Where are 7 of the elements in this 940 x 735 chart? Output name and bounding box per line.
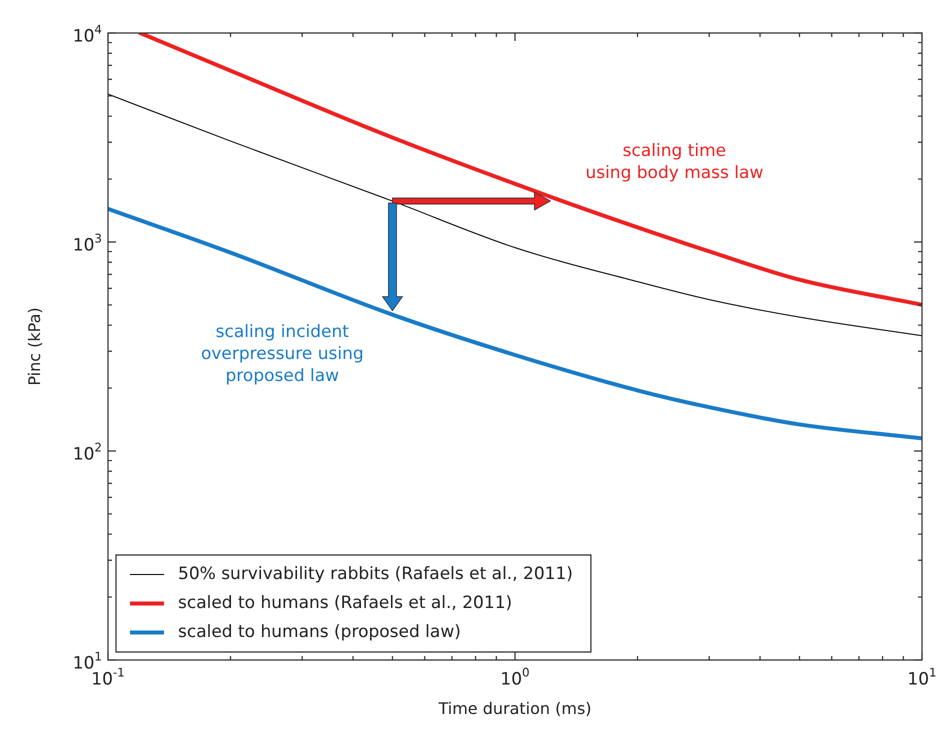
- annotation: scaling time using body mass law: [585, 140, 764, 184]
- x-axis-title: Time duration (ms): [437, 699, 592, 718]
- legend-label: scaled to humans (Rafaels et al., 2011): [178, 592, 512, 613]
- legend-label: scaled to humans (proposed law): [178, 622, 461, 642]
- legend-label: 50% survivability rabbits (Rafaels et al., 2011): [178, 564, 573, 584]
- annotation: scaling incident overpressure using proposed law: [200, 320, 364, 387]
- y-axis-title: Pinc (kPa): [25, 307, 44, 386]
